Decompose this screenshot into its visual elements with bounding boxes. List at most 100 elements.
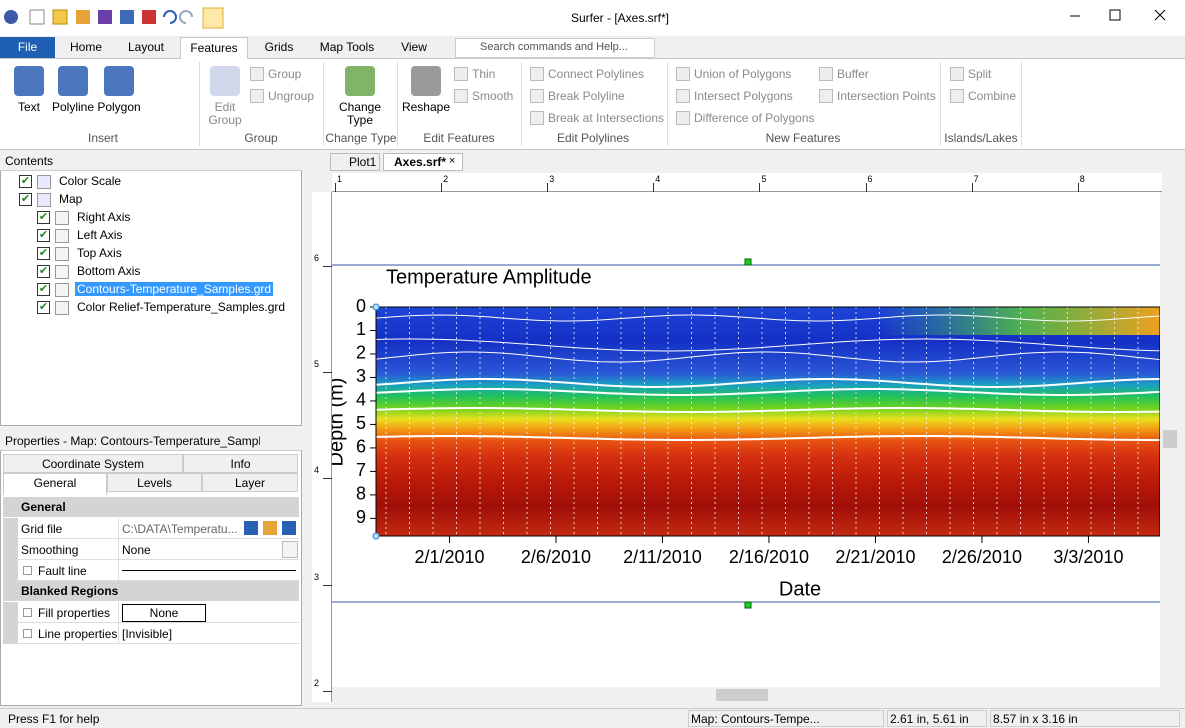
ribbon-icon-small[interactable] [676,111,690,125]
selection-handle[interactable] [744,601,752,609]
ribbon-icon-small[interactable] [819,89,833,103]
ribbon-icon-small[interactable] [676,67,690,81]
qa-export[interactable] [120,10,134,24]
qa-save[interactable] [98,10,112,24]
document-tab[interactable]: Plot1 [330,153,380,171]
ribbon-tab[interactable]: Layout [127,40,165,54]
ribbon-icon-large[interactable] [14,66,44,96]
grid-file-button[interactable] [263,521,277,535]
tab-close[interactable]: × [449,155,456,167]
dropdown-button[interactable] [282,541,298,558]
property-tab[interactable]: Info [183,454,298,473]
qa-open[interactable] [52,9,68,25]
tree-label[interactable]: Contours-Temperature_Samples.grd [75,282,274,296]
ribbon-button-label[interactable]: Intersect Polygons [694,89,793,103]
ribbon-icon-small[interactable] [454,89,468,103]
property-tab[interactable]: Coordinate System [3,454,183,473]
ribbon-button-label[interactable]: Split [968,67,992,81]
property-tab[interactable]: Levels [107,473,202,492]
ribbon-button-label[interactable]: Union of Polygons [694,67,792,81]
ribbon-icon-small[interactable] [530,111,544,125]
ribbon-icon-large[interactable] [210,66,240,96]
tree-label[interactable]: Left Axis [77,228,123,242]
ribbon-icon-small[interactable] [250,89,264,103]
section-title[interactable]: Blanked Regions [21,584,119,598]
ribbon-icon-small[interactable] [530,67,544,81]
close[interactable] [1154,9,1166,21]
tree-label[interactable]: Color Scale [59,174,122,188]
property-tab[interactable]: General [3,473,107,495]
qa-new[interactable] [29,9,45,25]
tree-checkbox[interactable]: ✔ [37,247,50,260]
ribbon-button-label[interactable]: Connect Polylines [548,67,645,81]
ribbon-tab[interactable]: File [0,37,55,58]
document-tab[interactable]: Axes.srf* [383,153,463,171]
ribbon-button-label[interactable]: Change Type [338,100,382,127]
section-title[interactable]: General [21,500,66,514]
h-scroll-thumb[interactable] [716,689,768,701]
expand-box[interactable] [23,608,32,617]
qa-select[interactable] [202,7,224,29]
ribbon-icon-small[interactable] [950,89,964,103]
ribbon-icon-large[interactable] [58,66,88,96]
ribbon-icon-small[interactable] [819,67,833,81]
property-label[interactable]: Smoothing [21,543,79,557]
ribbon-tab[interactable]: Grids [264,40,294,54]
grid-file-button[interactable] [244,521,258,535]
ribbon-tab[interactable]: Home [69,40,102,54]
ribbon-icon-large[interactable] [345,66,375,96]
ribbon-icon-large[interactable] [104,66,134,96]
property-label[interactable]: Grid file [21,522,63,536]
ribbon-button-label[interactable]: Smooth [472,89,514,103]
ribbon-tab[interactable]: Features [180,37,248,59]
ribbon-button-label[interactable]: Polyline [51,100,95,114]
grid-file-button[interactable] [282,521,296,535]
ribbon-button-label[interactable]: Ungroup [268,89,315,103]
ribbon-icon-small[interactable] [530,89,544,103]
ribbon-icon-small[interactable] [676,89,690,103]
tree-checkbox[interactable]: ✔ [37,229,50,242]
ribbon-button-label[interactable]: Group [268,67,302,81]
tree-label[interactable]: Right Axis [77,210,131,224]
tree-checkbox[interactable]: ✔ [37,265,50,278]
ribbon-button-label[interactable]: Thin [472,67,496,81]
property-tab[interactable]: Layer [202,473,298,492]
ribbon-button-label[interactable]: Intersection Points [837,89,936,103]
tree-label[interactable]: Top Axis [77,246,122,260]
ribbon-button-label[interactable]: Difference of Polygons [694,111,815,125]
ribbon-icon-small[interactable] [950,67,964,81]
ribbon-button-label[interactable]: Break at Intersections [548,111,665,125]
tree-label[interactable]: Bottom Axis [77,264,141,278]
property-label[interactable]: Fault line [38,564,87,578]
tree-checkbox[interactable]: ✔ [37,301,50,314]
tree-label[interactable]: Map [59,192,83,206]
ribbon-icon-small[interactable] [250,67,264,81]
ribbon-button-label[interactable]: Polygon [97,100,141,114]
property-value[interactable]: None [122,543,151,557]
tree-label[interactable]: Color Relief-Temperature_Samples.grd [77,300,286,314]
ribbon-icon-small[interactable] [454,67,468,81]
tree-checkbox[interactable]: ✔ [19,175,32,188]
property-value[interactable]: [Invisible] [122,627,173,641]
ribbon-button-label[interactable]: Reshape [401,100,451,114]
ribbon-tab[interactable]: Map Tools [319,40,375,54]
qa-print[interactable] [142,10,156,24]
property-label[interactable]: Line properties [38,627,118,641]
qa-folder[interactable] [76,10,90,24]
ribbon-icon-large[interactable] [411,66,441,96]
expand-box[interactable] [23,566,32,575]
tree-checkbox[interactable]: ✔ [37,211,50,224]
ribbon-button-label[interactable]: Buffer [837,67,869,81]
qa-undo[interactable] [163,10,177,24]
expand-box[interactable] [23,629,32,638]
search-box[interactable] [455,38,655,58]
v-scroll-thumb[interactable] [1163,430,1177,448]
qa-redo[interactable] [179,10,193,24]
property-value[interactable]: None [122,604,206,622]
maximize[interactable] [1109,9,1121,21]
tree-checkbox[interactable]: ✔ [19,193,32,206]
ribbon-button-label[interactable]: Text [17,100,40,114]
property-label[interactable]: Fill properties [38,606,111,620]
app-icon[interactable] [4,10,18,24]
ribbon-button-label[interactable]: Combine [968,89,1017,103]
